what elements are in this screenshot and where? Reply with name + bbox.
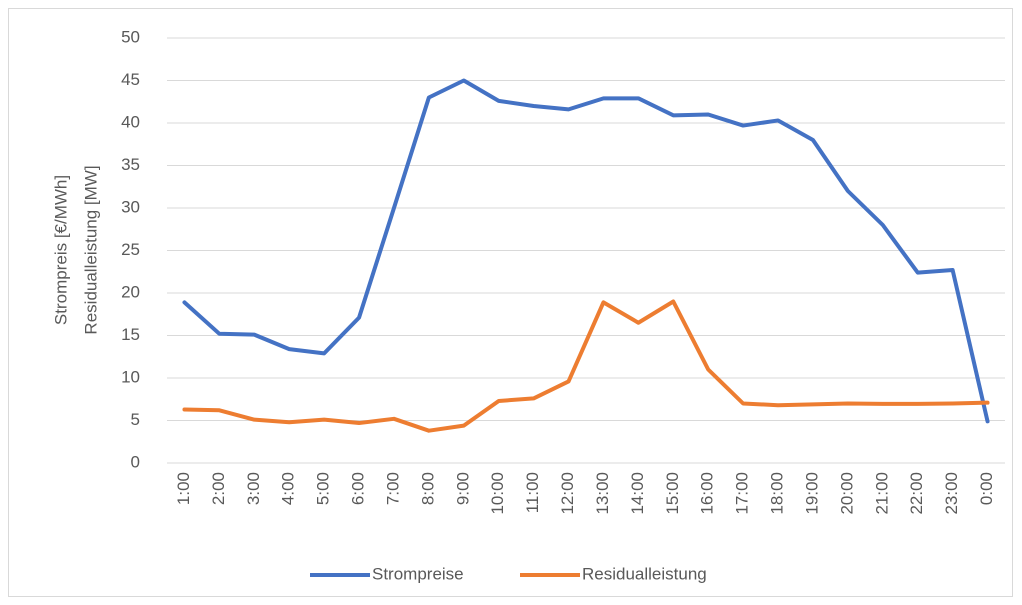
y-tick-label: 0 xyxy=(131,452,140,471)
x-tick-label: 18:00 xyxy=(768,472,787,515)
x-tick-label: 10:00 xyxy=(488,472,507,515)
x-tick-label: 15:00 xyxy=(663,472,682,515)
x-tick-label: 1:00 xyxy=(174,472,193,505)
x-tick-label: 4:00 xyxy=(279,472,298,505)
x-tick-label: 9:00 xyxy=(453,472,472,505)
y-axis-label: Residualleistung [MW] xyxy=(81,165,100,334)
x-tick-label: 5:00 xyxy=(314,472,333,505)
y-axis-label: Strompreis [€/MWh] xyxy=(51,175,70,325)
x-tick-label: 2:00 xyxy=(209,472,228,505)
y-tick-label: 50 xyxy=(121,27,140,46)
x-tick-label: 13:00 xyxy=(593,472,612,515)
y-tick-label: 20 xyxy=(121,282,140,301)
y-tick-label: 45 xyxy=(121,70,140,89)
y-tick-label: 5 xyxy=(131,410,140,429)
x-tick-label: 20:00 xyxy=(837,472,856,515)
x-tick-label: 6:00 xyxy=(349,472,368,505)
x-tick-label: 23:00 xyxy=(942,472,961,515)
line-series xyxy=(182,78,990,424)
y-tick-label: 25 xyxy=(121,240,140,259)
x-tick-label: 7:00 xyxy=(383,472,402,505)
x-tick-label: 8:00 xyxy=(418,472,437,505)
x-tick-label: 12:00 xyxy=(558,472,577,515)
x-tick-label: 16:00 xyxy=(698,472,717,515)
x-tick-label: 21:00 xyxy=(872,472,891,515)
y-tick-label: 15 xyxy=(121,325,140,344)
x-tick-label: 22:00 xyxy=(907,472,926,515)
legend-label: Strompreise xyxy=(372,564,464,583)
x-tick-label: 14:00 xyxy=(628,472,647,515)
x-tick-label: 0:00 xyxy=(977,472,996,505)
y-tick-label: 40 xyxy=(121,112,140,131)
x-tick-label: 3:00 xyxy=(244,472,263,505)
chart-border xyxy=(8,8,1013,597)
y-tick-label: 10 xyxy=(121,367,140,386)
y-tick-label: 30 xyxy=(121,197,140,216)
x-tick-label: 17:00 xyxy=(733,472,752,515)
y-tick-label: 35 xyxy=(121,155,140,174)
x-tick-label: 11:00 xyxy=(523,472,542,513)
x-tick-label: 19:00 xyxy=(802,472,821,515)
line-series xyxy=(182,299,990,433)
legend-label: Residualleistung xyxy=(582,564,707,583)
